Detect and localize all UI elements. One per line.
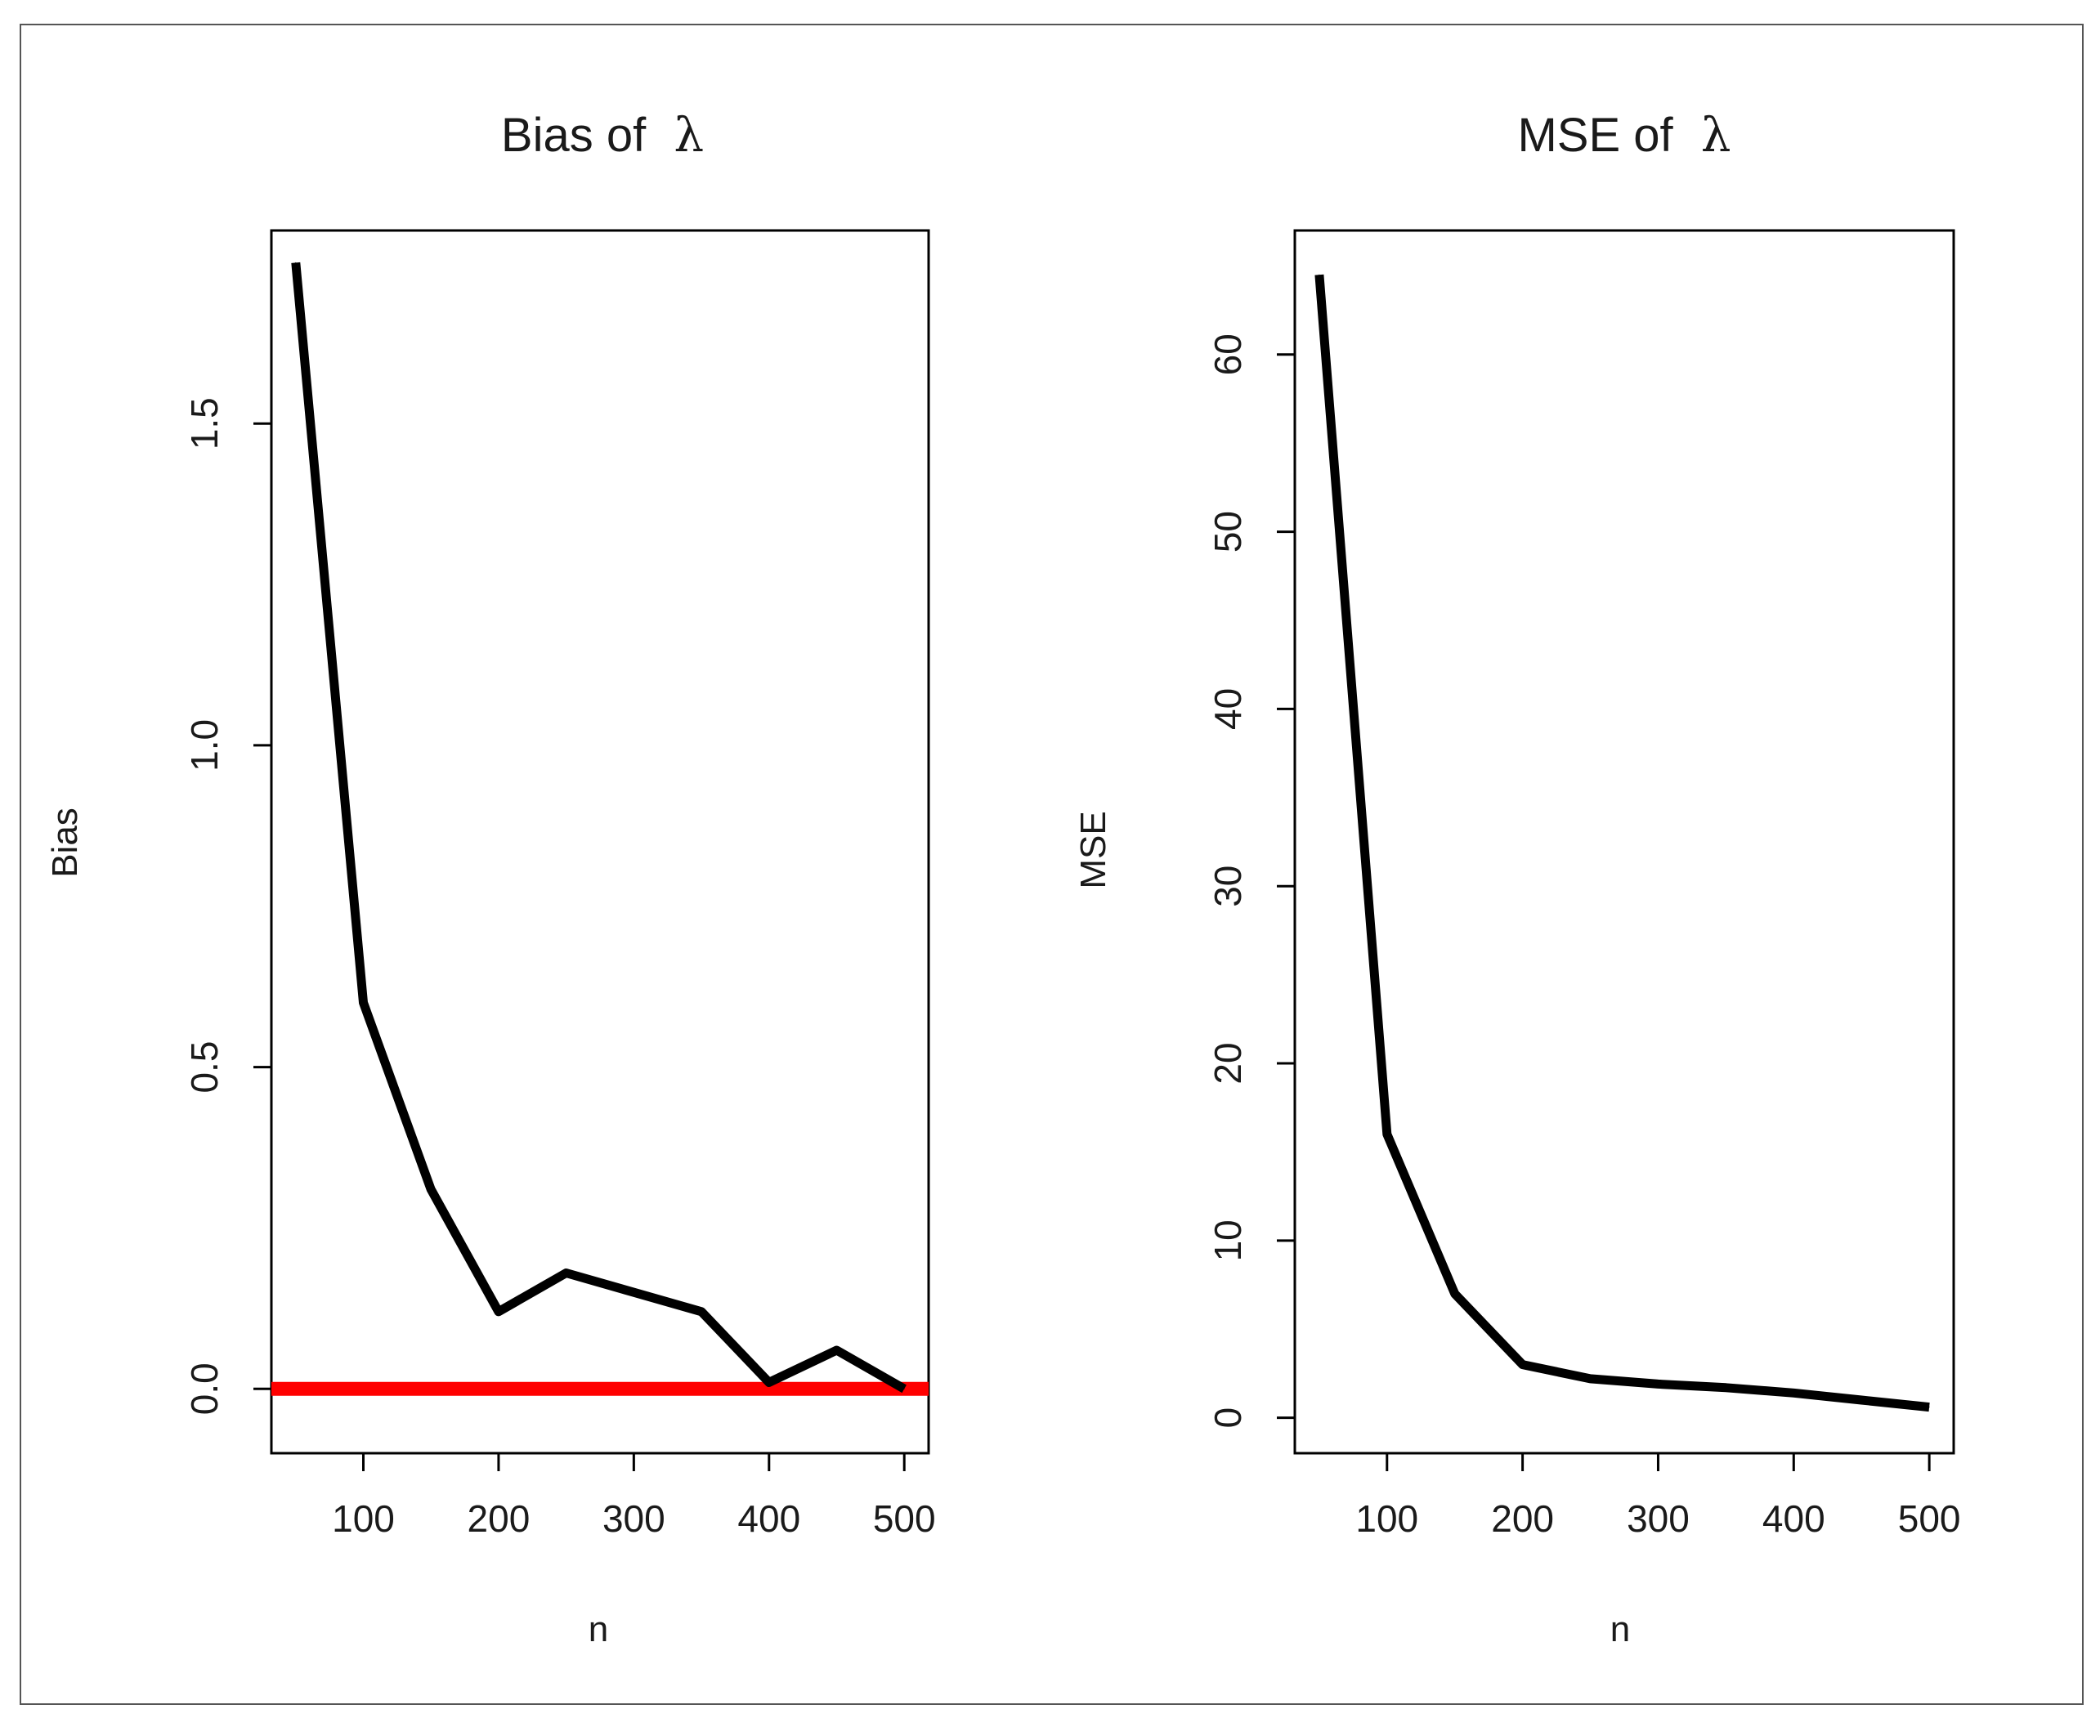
mse-chart-data-point	[1454, 1293, 1456, 1295]
bias-chart-data-point	[498, 1311, 499, 1313]
bias-chart-data-point	[295, 262, 297, 263]
bias-chart-title-lambda: λ	[674, 107, 704, 163]
bias-chart-x-tick-label: 200	[468, 1497, 531, 1540]
bias-chart-series-line	[291, 262, 907, 1394]
bias-chart-x-tick-label: 400	[737, 1497, 800, 1540]
mse-chart: MSE of λ MSE n 100 200 300 400 500 0 10 20 30 40 5…	[1073, 107, 1961, 1649]
mse-chart-y-tick-label: 50	[1207, 511, 1249, 553]
mse-chart-title: MSE of λ	[1517, 107, 1731, 163]
mse-chart-title-text: MSE of	[1517, 109, 1673, 162]
bias-chart-title-text: Bias of	[501, 109, 647, 162]
mse-chart-y-tick-label: 40	[1207, 688, 1249, 730]
mse-chart-x-tick-label: 300	[1627, 1497, 1690, 1540]
bias-chart-x-tick-label: 500	[873, 1497, 936, 1540]
bias-chart: Bias of λ Bias n 100 200 300 400 500 0.0 0.5 1.…	[45, 107, 936, 1649]
mse-chart-data-point	[1860, 1399, 1862, 1401]
mse-chart-xlabel: n	[1610, 1609, 1630, 1649]
bias-chart-data-point	[362, 1002, 364, 1004]
mse-chart-x-tick-label: 100	[1355, 1497, 1418, 1540]
mse-chart-x-tick-label: 200	[1491, 1497, 1554, 1540]
mse-chart-data-point	[1590, 1378, 1592, 1380]
mse-chart-data-point	[1657, 1383, 1659, 1385]
mse-chart-y-tick-label: 20	[1207, 1042, 1249, 1084]
bias-chart-y-tick-label: 1.0	[183, 719, 226, 772]
bias-chart-x-tick-label: 100	[332, 1497, 395, 1540]
mse-chart-data-point	[1522, 1364, 1524, 1366]
bias-chart-data-point	[836, 1349, 838, 1351]
mse-chart-y-tick-label: 10	[1207, 1219, 1249, 1261]
bias-chart-y-tick-label: 0.0	[183, 1362, 226, 1415]
figure-border	[20, 24, 2084, 1705]
bias-chart-data-point	[430, 1188, 432, 1190]
bias-chart-title: Bias of λ	[501, 107, 704, 163]
bias-chart-xlabel: n	[589, 1609, 608, 1649]
mse-chart-y-tick-label: 30	[1207, 866, 1249, 907]
bias-chart-data-point	[701, 1311, 702, 1313]
mse-chart-y-tick-label: 0	[1207, 1407, 1249, 1429]
mse-chart-x-tick-label: 400	[1762, 1497, 1825, 1540]
mse-chart-title-lambda: λ	[1701, 107, 1731, 163]
bias-chart-x-tick-label: 300	[602, 1497, 665, 1540]
bias-chart-ylabel: Bias	[45, 808, 85, 878]
bias-chart-y-tick-label: 0.5	[183, 1041, 226, 1094]
mse-chart-data-point	[1793, 1392, 1794, 1394]
mse-chart-y-tick-label: 60	[1207, 333, 1249, 375]
mse-chart-series-line	[1314, 274, 1930, 1412]
mse-chart-x-tick-label: 500	[1898, 1497, 1961, 1540]
bias-chart-y-tick-label: 1.5	[183, 397, 226, 450]
mse-chart-ylabel: MSE	[1073, 811, 1113, 888]
bias-chart-data-point	[768, 1381, 770, 1383]
